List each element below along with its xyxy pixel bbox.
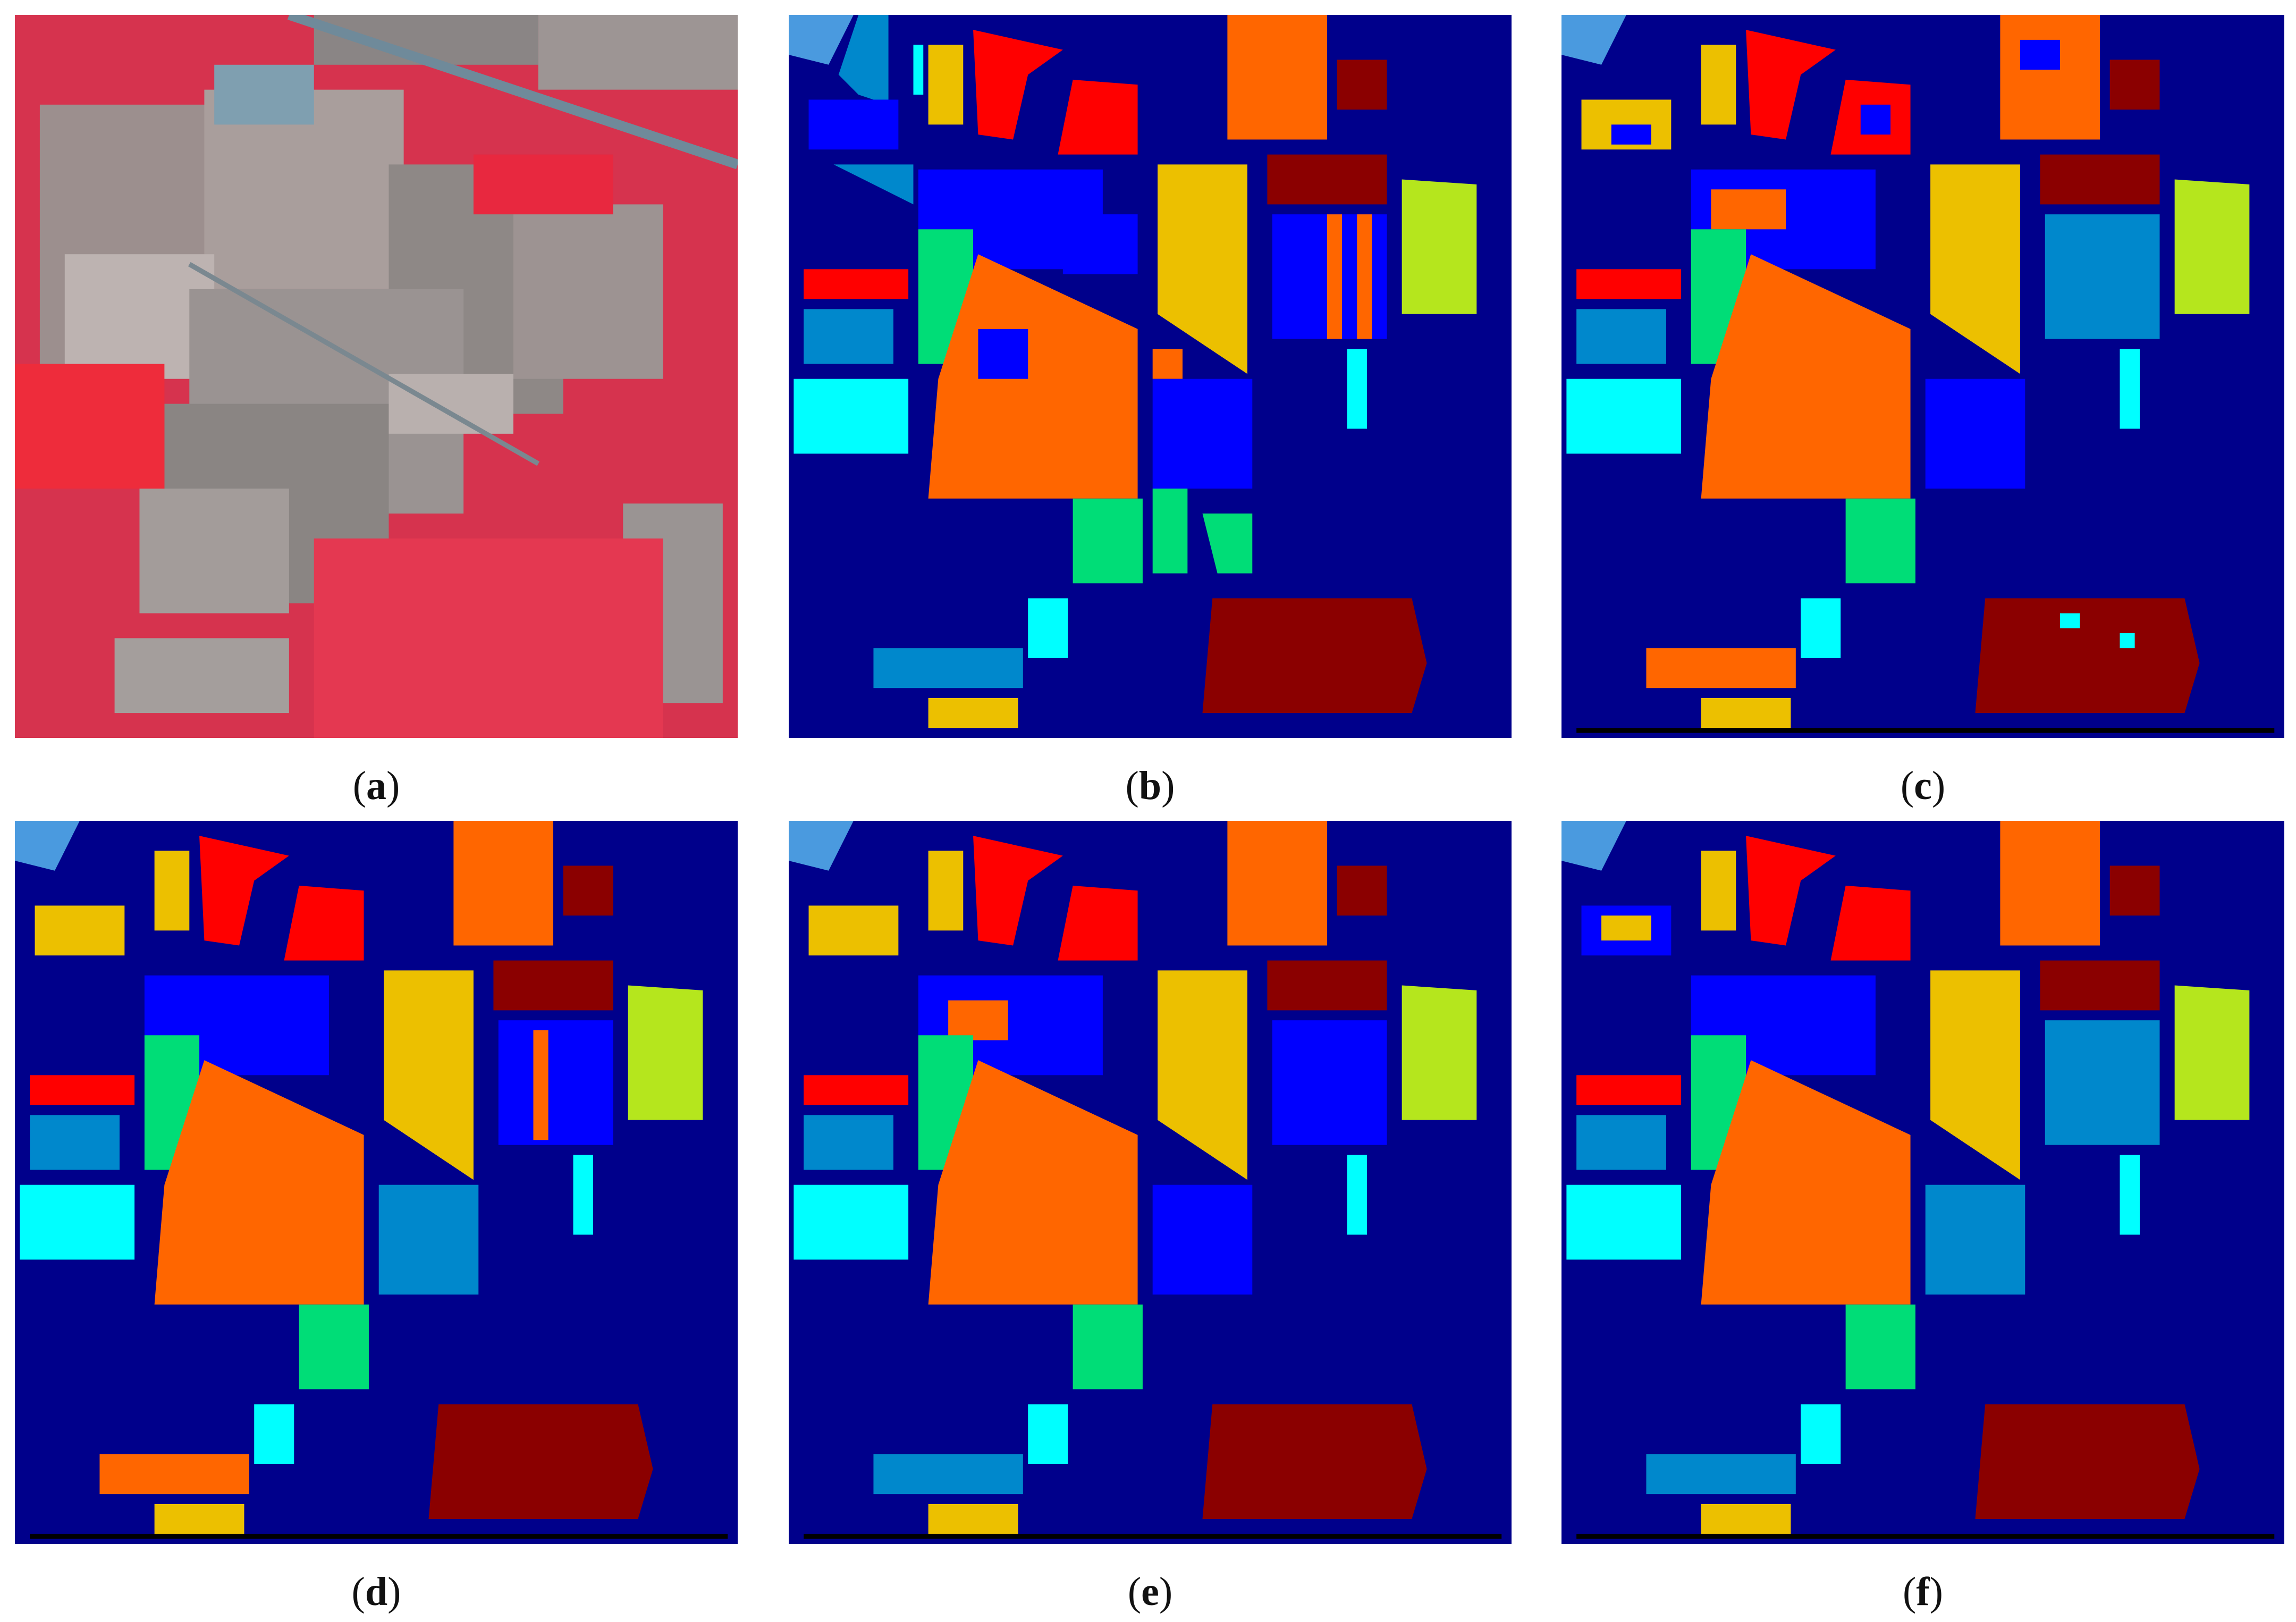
ground-truth-map-panel bbox=[789, 15, 1512, 738]
caption-c: (c) bbox=[1900, 763, 1946, 808]
classification-map-e-panel bbox=[789, 821, 1512, 1544]
caption-e: (e) bbox=[1127, 1569, 1173, 1614]
classification-map-e bbox=[789, 821, 1512, 1544]
classification-map-c bbox=[1561, 15, 2284, 738]
ground-truth-map bbox=[789, 15, 1512, 738]
caption-b: (b) bbox=[1125, 763, 1175, 808]
classification-map-f bbox=[1561, 821, 2284, 1544]
classification-map-d-panel bbox=[15, 821, 738, 1544]
classification-map-d bbox=[15, 821, 738, 1544]
caption-d: (d) bbox=[351, 1569, 401, 1614]
caption-a: (a) bbox=[352, 763, 400, 808]
false-color-image bbox=[15, 15, 738, 738]
classification-map-f-panel bbox=[1561, 821, 2284, 1544]
classification-map-c-panel bbox=[1561, 15, 2284, 738]
caption-f: (f) bbox=[1903, 1569, 1943, 1614]
false-color-image-panel bbox=[15, 15, 738, 738]
